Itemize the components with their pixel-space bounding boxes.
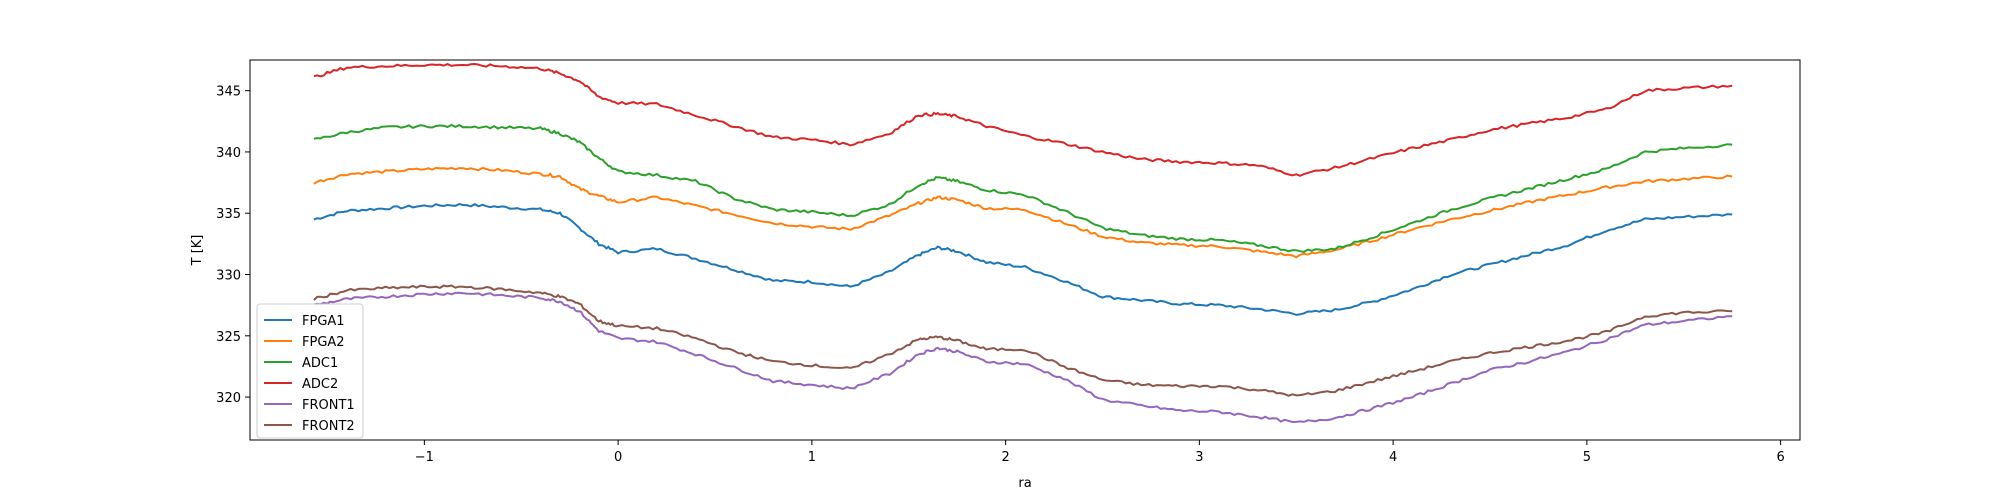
x-tick-label: 5 — [1583, 450, 1591, 465]
series-line-fpga2 — [313, 166, 1733, 259]
y-tick-label: 345 — [216, 85, 241, 100]
y-tick-label: 325 — [216, 330, 241, 345]
x-tick-label: 6 — [1776, 450, 1784, 465]
series-line-front1 — [313, 291, 1733, 424]
y-tick-label: 335 — [216, 207, 241, 222]
x-tick-label: 0 — [614, 450, 622, 465]
legend-label-adc2: ADC2 — [302, 377, 338, 392]
x-tick-label: −1 — [415, 450, 434, 465]
series-line-adc1 — [313, 123, 1733, 254]
x-tick-label: 4 — [1389, 450, 1397, 465]
series-line-front2 — [313, 284, 1733, 397]
x-tick-label: 3 — [1195, 450, 1203, 465]
legend-label-front1: FRONT1 — [302, 398, 355, 413]
x-axis-ticks: −1 0 1 2 3 4 5 6 — [415, 440, 1785, 465]
series-line-fpga1 — [313, 202, 1733, 316]
y-tick-label: 320 — [216, 391, 241, 406]
legend-label-adc1: ADC1 — [302, 356, 338, 371]
series-lines — [313, 62, 1733, 424]
legend-label-fpga2: FPGA2 — [302, 335, 345, 350]
y-axis-label: T [K] — [190, 235, 205, 267]
plot-frame — [249, 59, 1801, 441]
series-line-adc2 — [313, 62, 1733, 177]
y-tick-label: 340 — [216, 146, 241, 161]
x-tick-label: 1 — [808, 450, 816, 465]
legend: FPGA1 FPGA2 ADC1 ADC2 FRONT1 FRONT2 — [256, 303, 364, 439]
x-axis-label: ra — [1018, 476, 1031, 491]
legend-label-fpga1: FPGA1 — [302, 314, 345, 329]
y-tick-label: 330 — [216, 269, 241, 284]
legend-label-front2: FRONT2 — [302, 419, 355, 434]
x-tick-label: 2 — [1001, 450, 1009, 465]
y-axis-ticks: 320 325 330 335 340 345 — [216, 85, 250, 406]
